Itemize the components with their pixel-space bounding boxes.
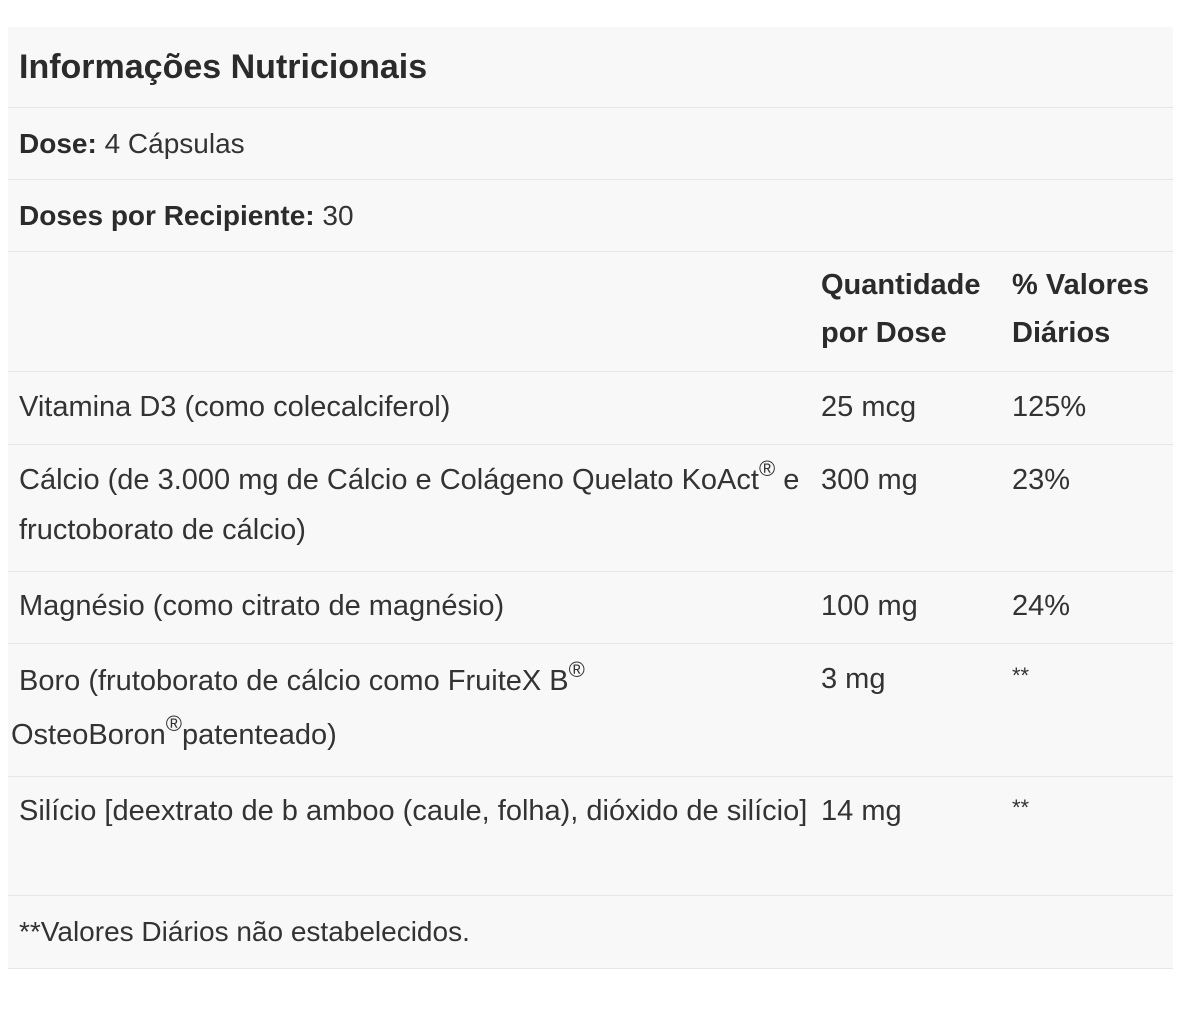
- table-row: Magnésio (como citrato de magnésio) 100 …: [8, 572, 1173, 644]
- header-nutrient-cell: [19, 261, 821, 371]
- nutrient-daily-value: **: [1012, 654, 1172, 776]
- nutrient-daily-value: **: [1012, 786, 1172, 895]
- nutrient-name-part: Boro (frutoborato de cálcio como FruiteX…: [19, 665, 569, 697]
- header-amount-cell: Quantidade por Dose: [821, 261, 1012, 371]
- serving-size-value: 4 Cápsulas: [104, 127, 245, 159]
- nutrient-amount: 100 mg: [821, 590, 918, 622]
- header-dv-cell: % Valores Diários: [1012, 261, 1172, 371]
- header-dv-line1: % Valores: [1012, 269, 1150, 301]
- header-amount-line1: Quantidade: [821, 269, 981, 301]
- serving-size-row: Dose: 4 Cápsulas: [8, 108, 1173, 180]
- nutrient-daily-value: 125%: [1012, 391, 1087, 423]
- nutrient-name-part: e fructoborato de cálcio): [19, 464, 800, 546]
- footnote-row: **Valores Diários não estabelecidos.: [8, 896, 1173, 969]
- nutrient-name: Cálcio (de 3.000 mg de Cálcio e Colágeno…: [19, 455, 821, 571]
- nutrient-amount: 25 mcg: [821, 391, 917, 423]
- serving-size-label: Dose:: [19, 127, 97, 159]
- nutrient-amount: 14 mg: [821, 795, 902, 827]
- table-row: Vitamina D3 (como colecalciferol) 25 mcg…: [8, 372, 1173, 445]
- nutrient-name-part: OsteoBoron: [11, 719, 166, 751]
- servings-per-container-value: 30: [322, 199, 354, 231]
- nutrient-name: Boro (frutoborato de cálcio como FruiteX…: [11, 654, 821, 776]
- table-row: Cálcio (de 3.000 mg de Cálcio e Colágeno…: [8, 445, 1173, 572]
- nutrient-name: Vitamina D3 (como colecalciferol): [19, 391, 451, 423]
- nutrient-name: Magnésio (como citrato de magnésio): [19, 590, 505, 622]
- table-row: Silício [deextrato de b amboo (caule, fo…: [8, 777, 1173, 896]
- not-established-mark: **: [1012, 795, 1030, 820]
- nutrient-name: Silício [deextrato de b amboo (caule, fo…: [19, 795, 808, 827]
- table-row: Boro (frutoborato de cálcio como FruiteX…: [8, 644, 1173, 777]
- registered-mark: ®: [568, 657, 585, 683]
- servings-per-container-row: Doses por Recipiente: 30: [8, 180, 1173, 252]
- header-dv-line2: Diários: [1012, 317, 1111, 349]
- title-row: Informações Nutricionais: [8, 27, 1173, 108]
- table-header-row: Quantidade por Dose % Valores Diários: [8, 252, 1173, 372]
- footnote-text: **Valores Diários não estabelecidos.: [19, 916, 470, 947]
- registered-mark: ®: [758, 456, 776, 482]
- nutrient-name-part: patenteado): [181, 719, 337, 751]
- servings-per-container-label: Doses por Recipiente:: [19, 199, 315, 231]
- nutrient-amount: 300 mg: [821, 464, 918, 496]
- nutrition-facts-panel: Informações Nutricionais Dose: 4 Cápsula…: [8, 27, 1173, 969]
- panel-title: Informações Nutricionais: [19, 47, 428, 86]
- not-established-mark: **: [1012, 663, 1030, 688]
- nutrient-amount: 3 mg: [821, 663, 886, 695]
- registered-mark: ®: [165, 711, 182, 737]
- nutrient-daily-value: 23%: [1012, 464, 1071, 496]
- nutrient-daily-value: 24%: [1012, 590, 1071, 622]
- nutrient-name-part: Cálcio (de 3.000 mg de Cálcio e Colágeno…: [19, 464, 759, 496]
- header-amount-line2: por Dose: [821, 317, 947, 349]
